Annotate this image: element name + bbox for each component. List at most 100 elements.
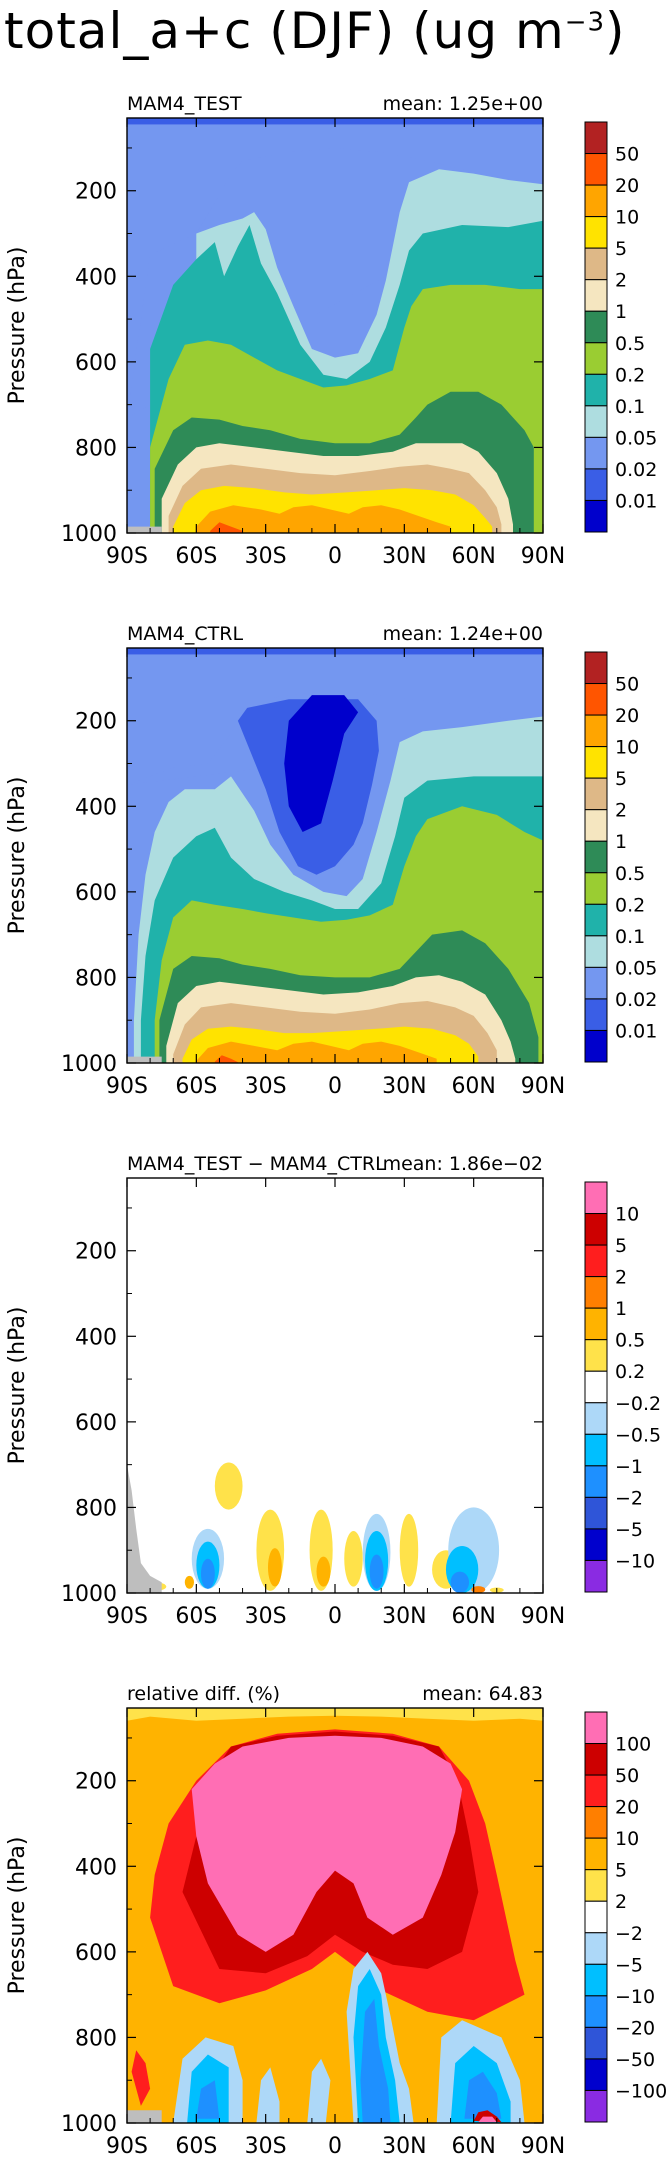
- colorbar-box: [584, 279, 608, 312]
- colorbar-label: 10: [615, 1828, 639, 1850]
- y-tick-label: 400: [75, 1855, 117, 1880]
- contour-region--2: [256, 2067, 280, 2123]
- left-title: MAM4_TEST − MAM4_CTRL: [127, 1153, 386, 1175]
- y-tick-label: 200: [75, 180, 117, 205]
- y-tick-label: 200: [75, 710, 117, 735]
- colorbar-label: 2: [615, 270, 627, 292]
- y-tick-label: 600: [75, 1941, 117, 1966]
- colorbar-label: 50: [615, 144, 639, 166]
- right-title: mean: 1.86e−02: [383, 1153, 543, 1175]
- contour-region-100: [478, 2116, 497, 2123]
- colorbar-label: 10: [615, 737, 639, 759]
- colorbar-label: −2: [615, 1923, 643, 1945]
- panel-1: MAM4_TEST mean: 1.25e+00 90S 60S 30S 0 30N 60N 9…: [0, 82, 670, 582]
- colorbar-box: [584, 1276, 608, 1309]
- colorbar-label: 5: [615, 238, 627, 260]
- missing-data-region: [127, 1464, 162, 1593]
- colorbar-label: 0.5: [615, 333, 645, 355]
- contour-region-10: [196, 1041, 437, 1063]
- missing-data-region: [127, 526, 162, 533]
- colorbar-box: [584, 153, 608, 186]
- colorbar-box: [584, 1496, 608, 1530]
- colorbar-box: [584, 1837, 608, 1871]
- colorbar-label: 50: [615, 1765, 639, 1787]
- colorbar-label: 0.2: [615, 364, 645, 386]
- colorbar-label: 2: [615, 800, 627, 822]
- x-tick-label: 30N: [382, 1604, 426, 1629]
- colorbar-label: 20: [615, 1797, 639, 1819]
- colorbar-box: [584, 310, 608, 344]
- colorbar-label: 0.1: [615, 926, 645, 948]
- plot-fill-group: [127, 648, 543, 1063]
- colorbar-label: −50: [615, 2049, 655, 2071]
- colorbar-box: [584, 903, 608, 937]
- colorbar-box: [584, 683, 608, 716]
- contour-region--10: [196, 2080, 220, 2119]
- colorbar-label: 0.1: [615, 396, 645, 418]
- contour-region--10: [464, 2071, 502, 2119]
- colorbar-label: 50: [615, 674, 639, 696]
- colorbar-label: −0.5: [615, 1424, 661, 1446]
- colorbar-box: [584, 1307, 608, 1341]
- colorbar-box: [584, 1528, 608, 1561]
- colorbar-label: 0.01: [615, 490, 657, 512]
- colorbar-label: −2: [615, 1487, 643, 1509]
- x-tick-label: 30N: [382, 2134, 426, 2159]
- colorbar-box: [584, 872, 608, 905]
- colorbar-label: 20: [615, 175, 639, 197]
- x-tick-label: 0: [328, 1604, 342, 1629]
- x-tick-label: 0: [328, 2134, 342, 2159]
- contour-region-20: [210, 522, 243, 533]
- colorbar-box: [584, 405, 608, 438]
- right-title: mean: 1.24e+00: [383, 623, 543, 645]
- colorbar-label: −0.2: [615, 1393, 661, 1415]
- y-tick-label: 200: [75, 1770, 117, 1795]
- contour-region-100: [191, 1735, 463, 1952]
- contour-blob--1: [200, 1558, 215, 1589]
- colorbar-label: 2: [615, 1891, 627, 1913]
- y-tick-label: 600: [75, 1411, 117, 1436]
- colorbar-label: −10: [615, 1550, 655, 1572]
- contour-blob--1: [369, 1554, 384, 1589]
- x-tick-label: 90S: [106, 1604, 148, 1629]
- colorbar-label: −100: [615, 2080, 667, 2102]
- contour-region--10: [360, 1998, 391, 2123]
- y-tick-label: 400: [75, 1325, 117, 1350]
- colorbar-box: [584, 1029, 608, 1063]
- y-tick-label: 800: [75, 436, 117, 461]
- main-title: total_a+c (DJF) (ug m−3): [4, 2, 626, 60]
- y-tick-label: 1000: [61, 522, 117, 547]
- x-tick-label: 90N: [521, 2134, 565, 2159]
- colorbar-label: 0.02: [615, 989, 657, 1011]
- colorbar-box: [584, 499, 608, 533]
- y-tick-label: 800: [75, 2026, 117, 2051]
- colorbar-label: −20: [615, 2017, 655, 2039]
- colorbar-box: [584, 247, 608, 281]
- colorbar-box: [584, 1559, 608, 1593]
- panel-3: MAM4_TEST − MAM4_CTRL mean: 1.86e−02 90S 60…: [0, 1142, 670, 1642]
- right-title: mean: 1.25e+00: [383, 93, 543, 115]
- y-axis-label: Pressure (hPa): [5, 1837, 30, 1995]
- y-tick-label: 800: [75, 966, 117, 991]
- colorbar-box: [584, 342, 608, 375]
- colorbar-label: 0.2: [615, 1361, 645, 1383]
- colorbar-box: [584, 966, 608, 1000]
- colorbar-box: [584, 1900, 608, 1934]
- colorbar-box: [584, 1181, 608, 1215]
- y-axis-label: Pressure (hPa): [5, 1307, 30, 1465]
- y-tick-label: 1000: [61, 1052, 117, 1077]
- x-tick-label: 60S: [175, 2134, 217, 2159]
- y-tick-label: 800: [75, 1496, 117, 1521]
- colorbar-box: [584, 1433, 608, 1467]
- contour-region--2: [307, 2058, 331, 2123]
- colorbar-label: 0.05: [615, 427, 657, 449]
- colorbar-box: [584, 1774, 608, 1808]
- colorbar-box: [584, 746, 608, 779]
- x-tick-label: 60N: [451, 2134, 495, 2159]
- x-tick-label: 90S: [106, 1074, 148, 1099]
- colorbar-label: 0.2: [615, 894, 645, 916]
- colorbar-box: [584, 184, 608, 218]
- colorbar-box: [584, 1244, 608, 1278]
- x-tick-label: 60S: [175, 1604, 217, 1629]
- colorbar-box: [584, 1806, 608, 1839]
